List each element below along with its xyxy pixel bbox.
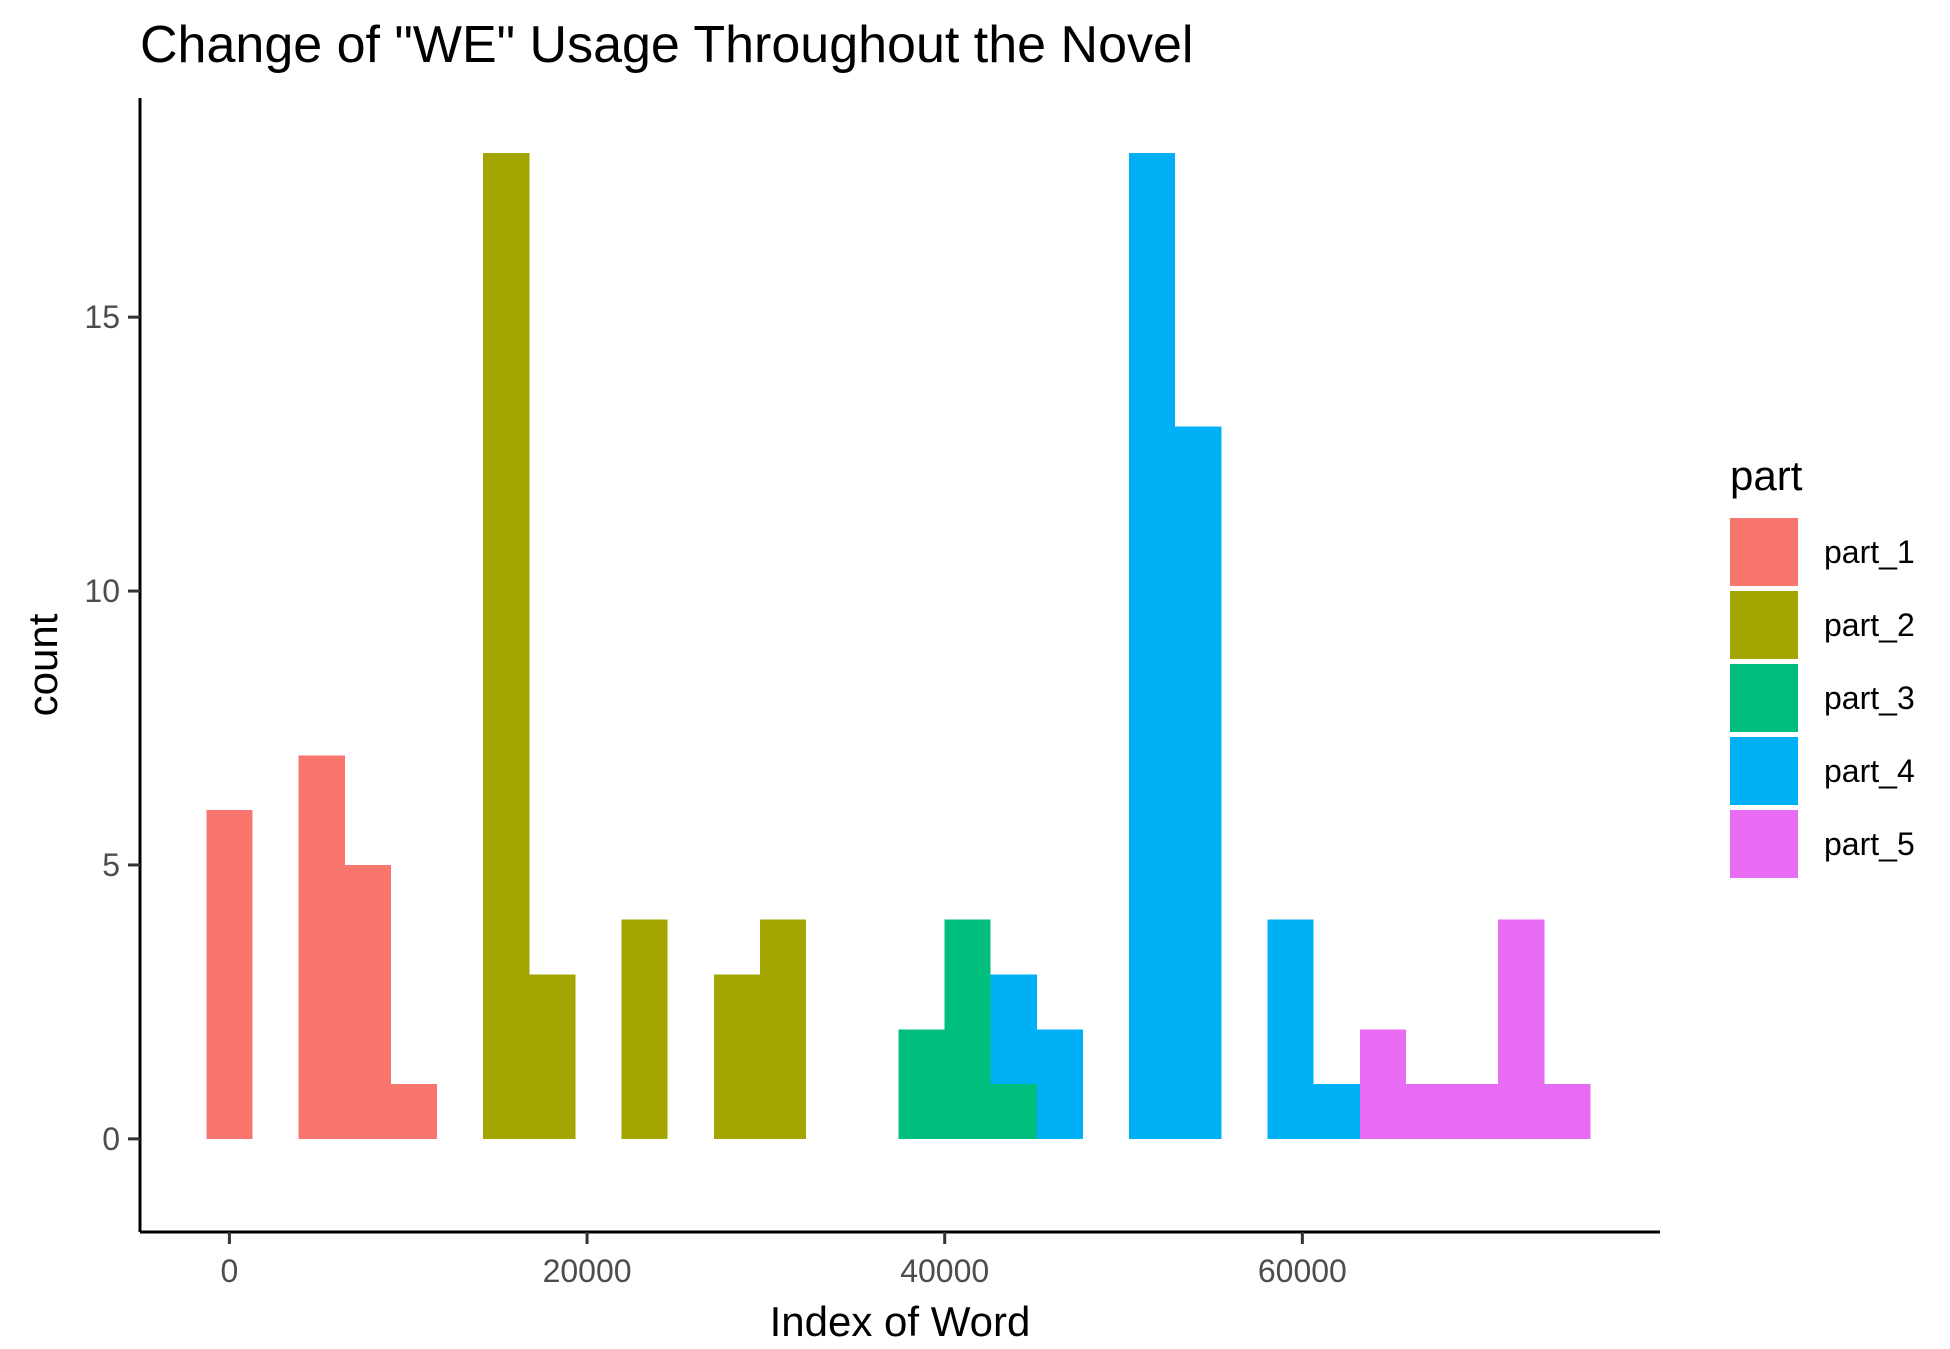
x-tick-label-0: 0 xyxy=(221,1253,239,1289)
legend-key-part_2 xyxy=(1730,591,1798,659)
legend-label-part_4: part_4 xyxy=(1824,753,1915,789)
bar-part_2-0 xyxy=(483,152,530,1139)
bar-part_5-2 xyxy=(1452,1084,1499,1139)
bar-part_5-1 xyxy=(1405,1084,1453,1139)
bar-part_3-1 xyxy=(944,919,991,1139)
bar-part_4-4 xyxy=(1267,919,1314,1139)
y-tick-label-2: 10 xyxy=(84,573,120,609)
y-tick-label-1: 5 xyxy=(102,847,120,883)
legend-key-part_5 xyxy=(1730,810,1798,878)
bar-part_5-4 xyxy=(1544,1084,1591,1139)
bar-part_1-3 xyxy=(390,1084,438,1139)
bar-part_1-1 xyxy=(298,755,345,1139)
legend-title: part xyxy=(1730,452,1803,499)
bar-part_4-2 xyxy=(1129,152,1176,1139)
y-ticks-group: 0 5 10 15 xyxy=(84,299,140,1157)
legend-key-part_1 xyxy=(1730,518,1798,586)
legend-label-part_3: part_3 xyxy=(1824,680,1915,716)
bar-part_3-0 xyxy=(898,1029,945,1139)
bar-part_3-2 xyxy=(990,1084,1037,1139)
bar-part_1-2 xyxy=(344,864,391,1139)
legend: part part_1 part_2 part_3 part_4 part_5 xyxy=(1730,452,1915,878)
bar-part_2-2 xyxy=(621,919,668,1139)
bar-part_2-3 xyxy=(713,974,760,1139)
legend-key-part_3 xyxy=(1730,664,1798,732)
x-axis-title: Index of Word xyxy=(770,1298,1031,1345)
legend-key-part_4 xyxy=(1730,737,1798,805)
bar-part_5-0 xyxy=(1359,1029,1406,1139)
y-tick-label-0: 0 xyxy=(102,1121,120,1157)
x-tick-label-3: 60000 xyxy=(1258,1253,1347,1289)
bar-part_4-3 xyxy=(1175,426,1222,1139)
legend-label-part_2: part_2 xyxy=(1824,607,1915,643)
bar-part_5-3 xyxy=(1498,919,1545,1139)
bar-part_4-1 xyxy=(1036,1029,1083,1139)
x-tick-label-2: 40000 xyxy=(900,1253,989,1289)
legend-label-part_1: part_1 xyxy=(1824,534,1915,570)
bar-part_2-1 xyxy=(529,974,576,1139)
bar-part_4-0 xyxy=(990,974,1037,1085)
axes-group xyxy=(138,98,1660,1234)
x-tick-label-1: 20000 xyxy=(543,1253,632,1289)
x-ticks-group: 0 20000 40000 60000 xyxy=(221,1232,1347,1289)
y-axis-title: count xyxy=(19,613,66,716)
bar-part_2-4 xyxy=(759,919,807,1139)
y-tick-label-3: 15 xyxy=(84,299,120,335)
chart-title: Change of "WE" Usage Throughout the Nove… xyxy=(140,16,1193,74)
bar-part_1-0 xyxy=(206,810,253,1139)
bar-part_4-5 xyxy=(1313,1084,1360,1139)
bars-group xyxy=(206,152,1591,1139)
legend-label-part_5: part_5 xyxy=(1824,826,1915,862)
